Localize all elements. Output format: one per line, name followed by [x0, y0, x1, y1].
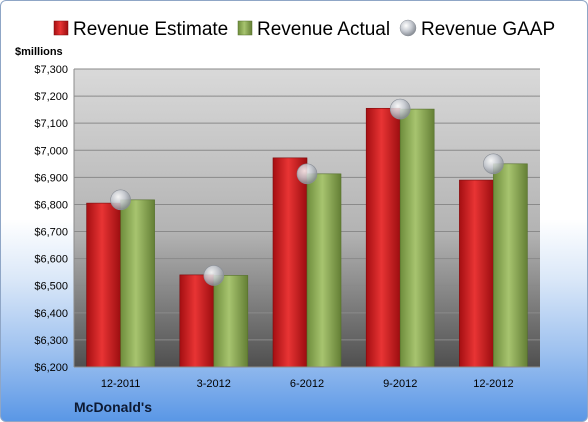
bar-revenue-actual	[493, 163, 528, 368]
bar-revenue-estimate	[179, 274, 215, 368]
bar-revenue-estimate	[459, 179, 494, 368]
gaap-markers	[110, 98, 504, 286]
y-axis-unit-label: $millions	[15, 46, 63, 58]
y-axis-ticks: $6,200 $6,300 $6,400 $6,500 $6,600 $6,700 $6,8…	[34, 64, 68, 374]
marker-revenue-gaap	[296, 163, 318, 185]
marker-revenue-gaap	[389, 98, 411, 120]
y-tick-label: $6,300	[34, 335, 68, 347]
company-name: McDonald's	[74, 399, 153, 415]
y-tick-label: $7,100	[34, 118, 68, 130]
y-tick-label: $6,700	[34, 227, 68, 239]
y-tick-label: $6,900	[34, 172, 68, 184]
marker-revenue-gaap	[110, 189, 131, 211]
y-tick-label: $6,600	[34, 254, 68, 266]
y-tick-label: $6,800	[34, 199, 68, 211]
y-tick-label: $7,200	[34, 91, 68, 103]
bar-revenue-actual	[120, 199, 155, 368]
x-tick-label: 12-2011	[101, 378, 141, 390]
marker-revenue-gaap	[203, 265, 225, 286]
legend-swatch-revenue-estimate	[53, 20, 69, 36]
legend-label-revenue-estimate: Revenue Estimate	[73, 19, 228, 40]
x-tick-label: 12-2012	[473, 378, 513, 390]
bar-revenue-actual	[306, 173, 342, 368]
x-axis-ticks: 12-2011 3-2012 6-2012 9-2012 12-2012	[101, 378, 514, 390]
y-tick-label: $6,200	[34, 362, 68, 374]
bar-revenue-actual	[399, 108, 435, 368]
bar-revenue-estimate	[86, 202, 121, 368]
bar-revenue-actual	[213, 275, 249, 368]
x-tick-label: 3-2012	[197, 378, 231, 390]
legend-swatch-revenue-actual	[237, 20, 253, 36]
legend-label-revenue-actual: Revenue Actual	[257, 19, 390, 40]
y-tick-label: $6,500	[34, 281, 68, 293]
bars	[86, 107, 528, 368]
legend: Revenue Estimate Revenue Actual Revenue …	[53, 19, 555, 40]
bar-revenue-estimate	[365, 107, 401, 368]
bar-revenue-estimate	[272, 157, 308, 368]
x-tick-label: 9-2012	[383, 378, 417, 390]
y-tick-label: $7,300	[34, 64, 68, 76]
y-tick-label: $7,000	[34, 145, 68, 157]
x-tick-label: 6-2012	[290, 378, 324, 390]
y-tick-label: $6,400	[34, 308, 68, 320]
marker-revenue-gaap	[483, 153, 504, 175]
legend-marker-revenue-gaap	[399, 19, 417, 37]
legend-label-revenue-gaap: Revenue GAAP	[421, 19, 555, 40]
